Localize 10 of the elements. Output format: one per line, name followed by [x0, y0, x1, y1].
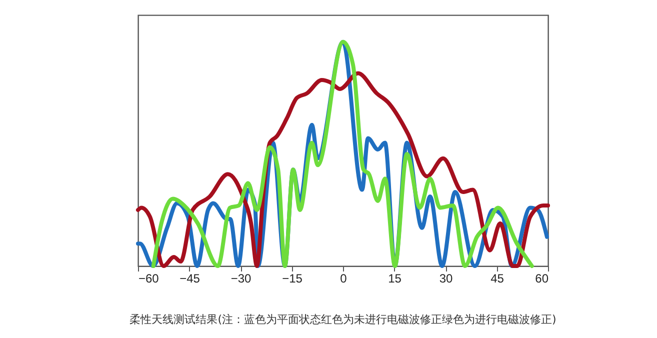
text: 柔性天线测试结果(注：蓝色为平面状态红色为未进行电磁波修正绿色为进行电磁波修正) [130, 313, 556, 326]
x-tick-label: 30 [439, 272, 453, 286]
x-tick-label: 15 [388, 272, 402, 286]
x-tick-label: 45 [490, 272, 504, 286]
x-tick-label: −15 [282, 272, 303, 286]
x-tick-label: 0 [340, 272, 348, 286]
x-tick-label: 60 [535, 272, 549, 286]
x-tick-label: −60 [138, 272, 160, 286]
x-tick-label: −30 [230, 272, 252, 286]
x-tick-label: −45 [180, 272, 200, 286]
